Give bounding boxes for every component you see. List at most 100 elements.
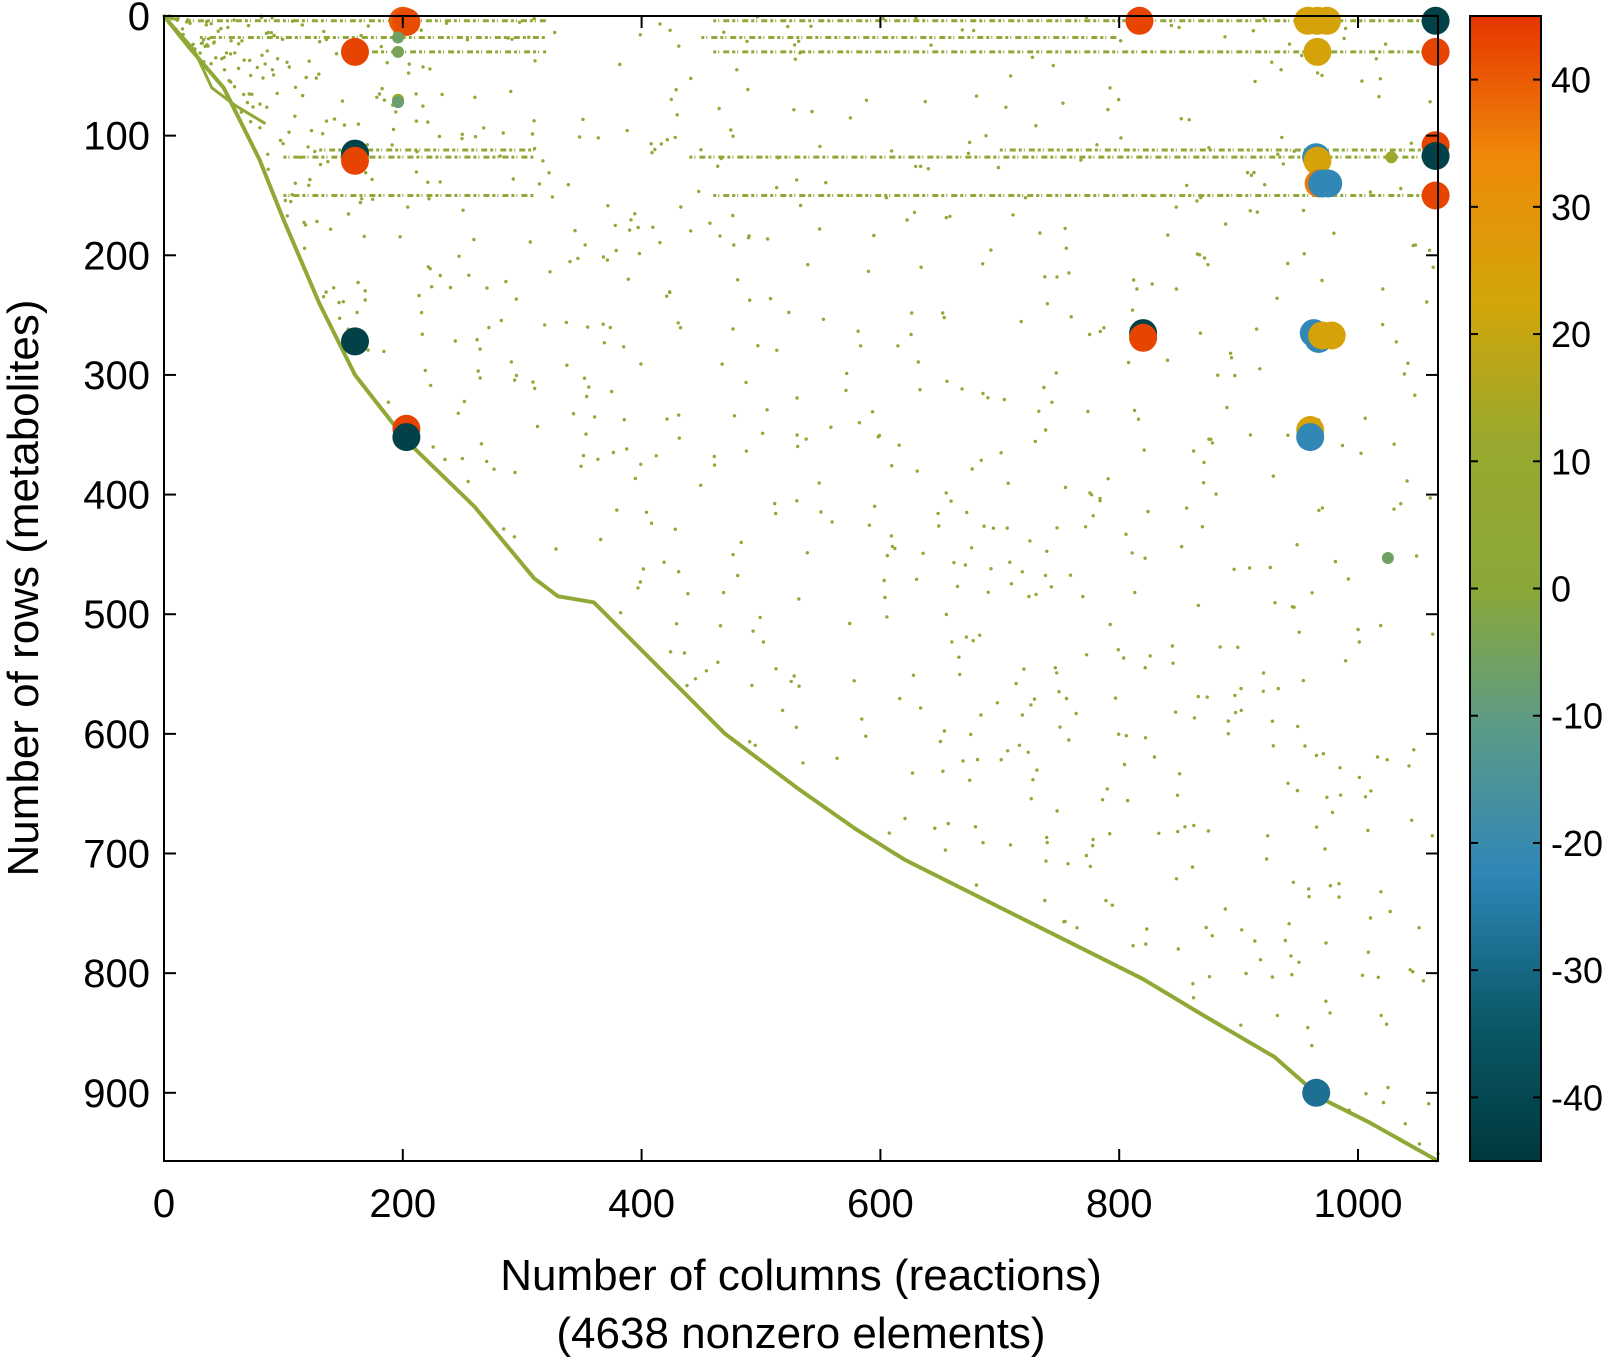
matrix-entry-point <box>881 17 885 21</box>
matrix-entry-point <box>626 277 630 281</box>
matrix-entry-point <box>963 563 968 567</box>
matrix-entry-point <box>1083 525 1088 529</box>
matrix-entry-point <box>1075 926 1079 930</box>
matrix-entry-point <box>1270 975 1275 979</box>
matrix-entry-point <box>1108 86 1112 90</box>
matrix-entry-point <box>1063 485 1068 490</box>
matrix-entry-point <box>1116 648 1121 652</box>
large-matrix-point <box>1303 37 1332 66</box>
matrix-entry-point <box>944 491 948 495</box>
matrix-entry-point <box>1223 35 1227 39</box>
matrix-entry-point <box>1117 97 1121 102</box>
matrix-entry-point <box>945 379 949 383</box>
matrix-entry-point <box>1020 713 1025 717</box>
colorbar-tick-label: 40 <box>1551 60 1591 101</box>
matrix-entry-point <box>1338 766 1342 770</box>
matrix-entry-point <box>805 551 809 555</box>
matrix-entry-point <box>1240 928 1244 932</box>
matrix-entry-point <box>1191 996 1196 1000</box>
matrix-entry-point <box>1328 1011 1332 1015</box>
matrix-entry-point <box>375 95 379 100</box>
matrix-entry-point <box>864 98 869 103</box>
matrix-entry-point <box>242 92 246 97</box>
matrix-entry-point <box>502 527 506 531</box>
matrix-entry-point <box>1273 601 1277 605</box>
large-matrix-point <box>341 327 369 356</box>
matrix-entry-point <box>309 128 314 133</box>
matrix-entry-point <box>639 362 643 366</box>
matrix-entry-point <box>438 180 442 184</box>
matrix-entry-point <box>677 413 681 417</box>
matrix-entry-point <box>1317 508 1321 513</box>
matrix-entry-point <box>356 280 360 285</box>
matrix-entry-point <box>283 198 287 203</box>
matrix-entry-point <box>328 227 333 231</box>
matrix-entry-point <box>787 310 791 315</box>
matrix-entry-point <box>479 442 484 446</box>
matrix-entry-point <box>222 55 226 59</box>
matrix-entry-point <box>756 344 760 348</box>
matrix-entry-point <box>961 759 965 763</box>
matrix-entry-point <box>1296 724 1300 729</box>
matrix-entry-point <box>721 590 726 595</box>
matrix-entry-point <box>322 29 326 34</box>
matrix-entry-point <box>1008 560 1012 564</box>
matrix-entry-point <box>999 758 1003 762</box>
matrix-entry-point <box>910 771 915 775</box>
matrix-entry-point <box>1088 491 1092 495</box>
matrix-entry-point <box>199 41 204 45</box>
matrix-entry-point <box>885 553 889 558</box>
matrix-entry-point <box>1306 887 1311 891</box>
matrix-entry-point <box>774 511 778 516</box>
matrix-entry-point <box>1328 884 1333 888</box>
matrix-entry-point <box>293 85 298 90</box>
matrix-entry-point <box>1233 373 1237 378</box>
matrix-entry-point <box>1143 666 1147 670</box>
matrix-entry-point <box>275 57 280 61</box>
matrix-entry-point <box>1253 79 1257 84</box>
matrix-entry-point <box>673 135 677 140</box>
matrix-entry-point <box>795 396 799 400</box>
matrix-entry-point <box>332 286 336 290</box>
matrix-entry-point <box>1176 829 1180 834</box>
matrix-entry-point <box>974 94 979 98</box>
matrix-entry-point <box>204 23 208 27</box>
matrix-entry-point <box>989 567 993 571</box>
matrix-entry-point <box>337 300 341 305</box>
matrix-entry-point <box>1307 895 1311 899</box>
matrix-entry-point <box>438 273 442 278</box>
upper-diagonal-line <box>162 15 267 125</box>
matrix-entry-point <box>341 300 345 304</box>
large-matrix-point <box>1421 6 1450 35</box>
matrix-entry-point <box>379 44 383 49</box>
matrix-entry-point <box>864 734 868 738</box>
colorbar-tick-label: -10 <box>1551 696 1603 737</box>
matrix-entry-point <box>444 21 449 25</box>
matrix-entry-point <box>382 349 386 354</box>
matrix-entry-point <box>377 92 382 96</box>
matrix-entry-point <box>916 360 920 364</box>
matrix-entry-point <box>668 650 673 654</box>
matrix-entry-point <box>693 677 698 681</box>
matrix-entry-point <box>636 225 640 230</box>
matrix-entry-point <box>391 127 396 132</box>
matrix-entry-point <box>1151 194 1156 198</box>
matrix-entry-point <box>1254 327 1259 331</box>
matrix-entry-point <box>1122 656 1126 660</box>
matrix-entry-point <box>1135 287 1139 291</box>
large-matrix-point <box>341 37 369 66</box>
y-axis-title: Number of rows (metabolites) <box>0 299 48 876</box>
matrix-entry-point <box>856 329 860 333</box>
matrix-entry-point <box>1045 549 1049 553</box>
matrix-entry-point <box>1055 526 1059 530</box>
plot-background <box>164 16 1438 1161</box>
matrix-entry-point <box>250 92 254 97</box>
matrix-entry-point <box>245 100 250 105</box>
matrix-entry-point <box>1428 100 1432 104</box>
matrix-entry-point <box>514 297 518 301</box>
matrix-entry-point <box>579 464 583 468</box>
matrix-entry-point <box>982 524 986 528</box>
matrix-entry-point <box>1187 118 1191 122</box>
matrix-entry-point <box>1411 970 1415 974</box>
matrix-entry-point <box>487 325 491 330</box>
